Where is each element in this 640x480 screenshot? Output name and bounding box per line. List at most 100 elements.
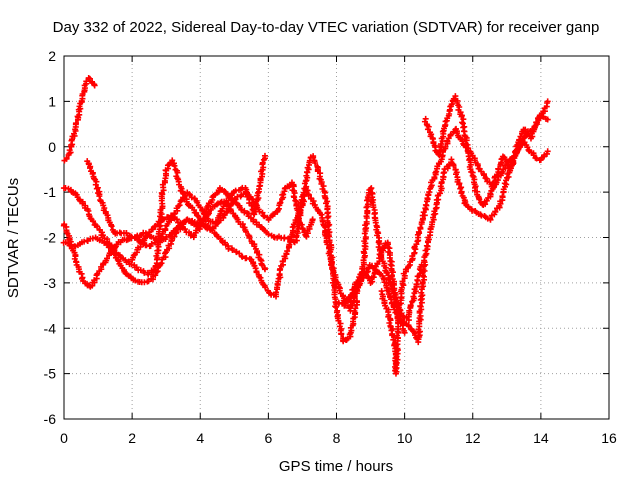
data-point	[450, 162, 457, 169]
data-point	[83, 78, 90, 85]
data-point	[194, 212, 201, 219]
data-point	[155, 218, 162, 225]
data-point	[417, 224, 424, 231]
data-point	[123, 230, 130, 237]
data-point	[495, 165, 502, 172]
series-trace	[63, 154, 358, 343]
data-point	[395, 300, 402, 307]
data-point	[417, 312, 424, 319]
data-point	[239, 253, 246, 260]
data-point	[323, 200, 330, 207]
y-tick-label: -3	[44, 275, 57, 291]
series-track-10	[129, 198, 268, 273]
data-point	[86, 75, 93, 82]
data-point	[94, 223, 101, 230]
data-point	[152, 272, 159, 279]
y-tick-label: 1	[48, 93, 56, 109]
plot-frame	[63, 55, 610, 420]
chart-title: Day 332 of 2022, Sidereal Day-to-day VTE…	[53, 19, 600, 36]
x-tick-label: 2	[128, 430, 136, 446]
data-point	[207, 206, 214, 213]
data-point	[238, 206, 245, 213]
data-point	[364, 201, 371, 208]
data-point	[252, 265, 259, 272]
data-point	[459, 119, 466, 126]
data-point	[386, 319, 393, 326]
data-point	[130, 252, 137, 259]
data-point	[338, 331, 345, 338]
data-series	[60, 74, 551, 377]
y-tick-label: -6	[44, 411, 57, 427]
y-tick-label: -4	[44, 320, 57, 336]
data-point	[400, 313, 407, 320]
data-point	[94, 184, 101, 191]
data-point	[509, 156, 516, 163]
data-point	[536, 113, 543, 120]
data-point	[89, 170, 96, 177]
data-point	[171, 233, 178, 240]
data-point	[163, 234, 170, 241]
x-tick-label: 4	[196, 430, 204, 446]
data-point	[324, 241, 331, 248]
data-point	[533, 119, 540, 126]
data-point	[176, 202, 183, 209]
data-point	[410, 293, 417, 300]
data-point	[544, 98, 551, 105]
data-point	[96, 193, 103, 200]
data-point	[447, 131, 454, 138]
data-point	[265, 231, 272, 238]
data-point	[92, 181, 99, 188]
data-point	[309, 216, 316, 223]
data-point	[90, 175, 97, 182]
y-tick-label: 0	[48, 139, 56, 155]
series-trace	[380, 127, 549, 374]
data-point	[90, 218, 97, 225]
data-point	[91, 82, 98, 89]
x-tick-label: 0	[60, 430, 68, 446]
data-point	[422, 201, 429, 208]
data-point	[533, 155, 540, 162]
data-point	[72, 120, 79, 127]
data-point	[437, 141, 444, 148]
series-track-9	[340, 185, 425, 324]
data-point	[393, 353, 400, 360]
data-point	[108, 223, 115, 230]
data-point	[292, 197, 299, 204]
data-point	[516, 136, 523, 143]
data-point	[399, 278, 406, 285]
data-point	[281, 234, 288, 241]
data-point	[407, 302, 414, 309]
series-track-8	[421, 93, 551, 209]
data-point	[78, 270, 85, 277]
data-point	[246, 234, 253, 241]
data-point	[463, 137, 470, 144]
data-point	[406, 307, 413, 314]
y-tick-label: -5	[44, 366, 57, 382]
data-point	[299, 225, 306, 232]
series-track-1	[61, 74, 98, 164]
data-point	[417, 303, 424, 310]
data-point	[370, 274, 377, 281]
data-point	[99, 232, 106, 239]
x-tick-label: 10	[397, 430, 413, 446]
data-point	[389, 269, 396, 276]
data-point	[145, 271, 152, 278]
data-point	[181, 225, 188, 232]
data-point	[544, 148, 551, 155]
data-point	[413, 281, 420, 288]
data-point	[160, 216, 167, 223]
data-point	[544, 116, 551, 123]
x-tick-label: 8	[333, 430, 341, 446]
data-point	[351, 293, 358, 300]
data-point	[259, 159, 266, 166]
data-point	[161, 250, 168, 257]
data-point	[224, 200, 231, 207]
data-point	[227, 207, 234, 214]
data-point	[213, 201, 220, 208]
data-point	[148, 240, 155, 247]
data-point	[310, 154, 317, 161]
x-tick-label: 12	[465, 430, 481, 446]
data-point	[277, 265, 284, 272]
data-point	[312, 159, 319, 166]
data-point	[389, 286, 396, 293]
